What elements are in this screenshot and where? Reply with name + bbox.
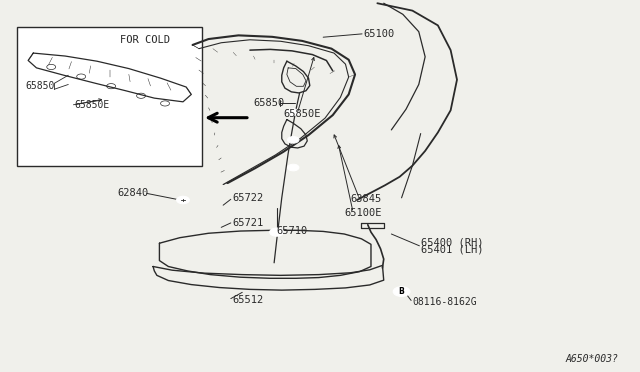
Text: 65722: 65722 (232, 193, 263, 203)
Text: 65401 (LH): 65401 (LH) (420, 244, 483, 254)
Text: 65850: 65850 (253, 97, 284, 108)
Circle shape (177, 196, 189, 204)
Circle shape (269, 228, 284, 236)
Text: 65850: 65850 (26, 81, 55, 91)
Text: 65721: 65721 (232, 218, 263, 228)
Text: B: B (399, 287, 404, 296)
Text: A650*003?: A650*003? (565, 354, 618, 364)
Circle shape (394, 287, 410, 296)
Text: 65512: 65512 (232, 295, 263, 305)
Circle shape (287, 109, 299, 115)
Text: 65850E: 65850E (75, 100, 110, 110)
Text: 63845: 63845 (351, 194, 382, 204)
Text: 08116-8162G: 08116-8162G (412, 297, 477, 307)
Text: FOR COLD: FOR COLD (120, 35, 170, 45)
Text: 65100: 65100 (364, 29, 395, 39)
Circle shape (287, 164, 299, 171)
Circle shape (287, 137, 299, 143)
Bar (17, 27, 202, 166)
Text: 65100E: 65100E (344, 208, 381, 218)
Text: 65850E: 65850E (283, 109, 321, 119)
Text: 65400 (RH): 65400 (RH) (420, 237, 483, 247)
Text: 62840: 62840 (117, 188, 148, 198)
Text: 65710: 65710 (276, 226, 308, 236)
